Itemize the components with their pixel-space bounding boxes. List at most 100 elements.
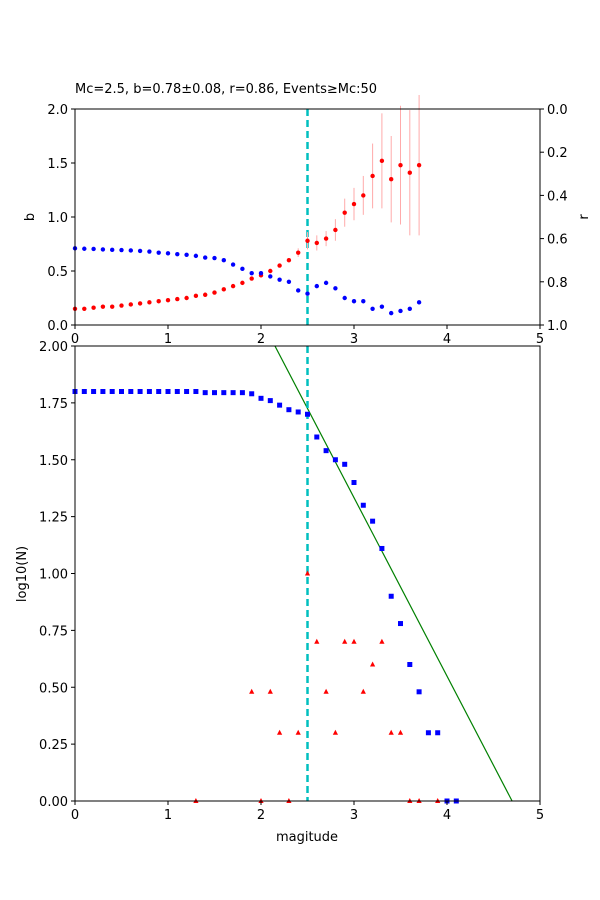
b-value-point	[203, 292, 208, 297]
cumulative-count-point	[258, 395, 264, 401]
cumulative-count-point	[249, 391, 255, 397]
cumulative-count-point	[416, 689, 422, 695]
b-value-point	[416, 162, 422, 168]
top-y2-tick-label: 1.0	[547, 319, 568, 334]
b-value-point	[137, 301, 143, 306]
b-value-point	[240, 280, 245, 286]
b-value-point	[305, 238, 310, 243]
r-value-point	[212, 255, 217, 261]
cumulative-count-point	[277, 402, 283, 408]
r-value-point	[165, 251, 171, 256]
r-value-point	[82, 246, 87, 251]
r-value-point	[286, 279, 292, 284]
b-value-point	[110, 304, 115, 309]
r-value-point	[342, 295, 347, 301]
top-x-tick-label: 0	[71, 332, 79, 347]
r-value-point	[193, 253, 199, 259]
r-value-point	[277, 277, 282, 282]
r-value-point	[156, 250, 161, 255]
r-value-point	[230, 262, 236, 267]
cumulative-count-point	[342, 461, 348, 467]
cumulative-count-point	[351, 480, 357, 485]
top-y2-tick-label: 0.8	[547, 276, 568, 291]
bottom-plot-area: 0 1 2 3 4 5 0.00 0.25 0.50 0.75 1.00 1.25 1.50 1.75 2.…	[39, 340, 544, 823]
r-value-point	[128, 248, 133, 253]
top-chart-title: Mc=2.5, b=0.78±0.08, r=0.86, Events≥Mc:5…	[75, 82, 377, 97]
top-y2-tick-label: 0.6	[547, 233, 568, 248]
top-x-tick-label: 1	[164, 332, 172, 347]
bottom-x-tick-label: 3	[350, 808, 358, 823]
top-y-tick-label: 1.5	[47, 157, 68, 172]
cumulative-count-point	[425, 730, 431, 736]
b-value-point	[361, 193, 366, 198]
r-value-point	[110, 247, 115, 253]
r-value-point	[333, 286, 338, 291]
non-cumulative-count-point	[388, 729, 394, 735]
b-value-point	[277, 263, 282, 268]
non-cumulative-count-point	[397, 729, 404, 735]
top-x-tick-label: 5	[536, 332, 544, 347]
r-value-point	[398, 308, 403, 314]
r-value-point	[323, 280, 329, 286]
cumulative-count-point	[109, 389, 115, 394]
non-cumulative-count-point	[304, 570, 311, 576]
cumulative-count-point	[184, 389, 190, 394]
bottom-x-axis-label: magitude	[276, 830, 338, 845]
cumulative-count-point	[212, 390, 217, 396]
r-value-point	[416, 300, 422, 305]
r-value-point	[100, 247, 106, 252]
b-value-point	[82, 306, 87, 311]
bottom-y-tick-label: 0.25	[39, 738, 68, 753]
b-value-point	[165, 297, 171, 303]
r-value-point	[258, 270, 264, 276]
non-cumulative-count-point	[314, 638, 320, 644]
r-value-point	[203, 255, 208, 260]
b-value-point	[212, 290, 217, 295]
non-cumulative-count-point	[267, 688, 273, 694]
bottom-x-tick-label: 2	[257, 808, 265, 823]
b-value-point	[249, 276, 254, 281]
top-y2-axis-label: r	[577, 214, 592, 220]
top-y-axis-label: b	[23, 213, 38, 221]
b-value-point	[91, 305, 96, 310]
r-value-point	[147, 249, 152, 254]
bottom-y-tick-label: 1.25	[39, 511, 68, 526]
bottom-y-axis-label: log10(N)	[15, 546, 30, 602]
bottom-y-tick-label: 1.75	[39, 397, 68, 412]
b-value-point	[389, 177, 394, 182]
top-y-tick-label: 1.0	[47, 211, 68, 226]
top-x-tick-label: 4	[443, 332, 451, 347]
b-value-point	[184, 295, 189, 301]
cumulative-count-point	[137, 389, 143, 394]
r-value-point	[91, 246, 96, 252]
b-value-point	[407, 170, 412, 175]
top-y-tick-label: 0.0	[47, 319, 68, 334]
b-value-point	[323, 236, 329, 241]
top-plot-area: 0 1 2 3 4 5 0.0 0.5 1.0 1.5 2.0 0.0 0.2 0.4 0.6 0.8 1.0	[47, 94, 568, 347]
cumulative-count-point	[100, 389, 106, 394]
cumulative-count-point	[388, 593, 394, 599]
b-value-point	[156, 299, 161, 304]
b-value-point	[100, 304, 106, 309]
non-cumulative-count-point	[351, 638, 357, 644]
cumulative-count-point	[202, 390, 208, 396]
cumulative-count-point	[360, 502, 366, 508]
r-value-point	[240, 266, 245, 272]
cumulative-count-point	[174, 389, 180, 394]
b-value-point	[175, 296, 180, 302]
cumulative-count-point	[305, 411, 310, 417]
cumulative-count-point	[407, 662, 413, 667]
bottom-y-tick-label: 1.00	[39, 568, 68, 583]
r-value-point	[296, 288, 301, 293]
b-value-point	[221, 287, 226, 292]
r-value-point	[137, 248, 143, 254]
b-value-point	[342, 210, 347, 215]
b-value-point	[230, 283, 236, 289]
cumulative-count-point	[119, 389, 124, 394]
bottom-x-tick-label: 4	[443, 808, 451, 823]
non-cumulative-count-point	[342, 638, 348, 644]
b-value-point	[128, 302, 133, 307]
cumulative-count-point	[239, 390, 245, 396]
